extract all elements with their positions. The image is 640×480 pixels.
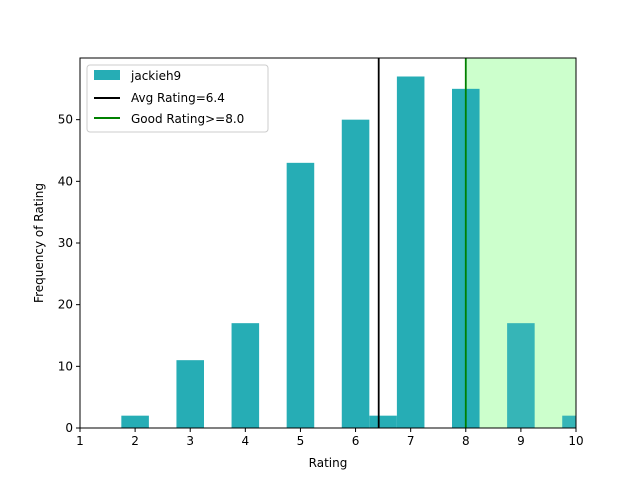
y-tick-label: 0 (65, 421, 73, 435)
legend-box (86, 64, 269, 133)
y-tick-label: 30 (58, 236, 73, 250)
x-tick-label: 6 (352, 434, 360, 448)
x-tick-label: 9 (517, 434, 525, 448)
bar-rating-10 (562, 415, 576, 428)
bar-rating-4 (231, 323, 260, 428)
y-tick-label: 40 (58, 174, 73, 188)
bar-rating-2 (121, 415, 149, 428)
x-tick-label: 10 (568, 434, 583, 448)
reference-lines-group (377, 58, 467, 428)
bar-rating-6-5 (369, 415, 397, 428)
y-tick-label: 10 (58, 359, 73, 373)
bar-rating-6 (341, 119, 370, 429)
legend: jackieh9 Avg Rating=6.4 Good Rating>=8.0 (86, 64, 269, 133)
y-tick-label: 20 (58, 298, 73, 312)
y-axis-ticks: 0 10 20 30 40 50 (58, 113, 80, 435)
x-tick-label: 1 (76, 434, 84, 448)
x-tick-label: 5 (297, 434, 305, 448)
legend-label-avg-rating: Avg Rating=6.4 (131, 91, 225, 105)
x-tick-label: 4 (242, 434, 250, 448)
bar-rating-5 (286, 162, 315, 429)
x-tick-label: 2 (131, 434, 139, 448)
y-axis-label: Frequency of Rating (32, 183, 46, 303)
bar-rating-3 (176, 360, 204, 428)
x-tick-label: 3 (186, 434, 194, 448)
x-tick-label: 8 (462, 434, 470, 448)
legend-label-good-rating: Good Rating>=8.0 (131, 112, 244, 126)
y-tick-label: 50 (58, 113, 73, 127)
x-tick-label: 7 (407, 434, 415, 448)
bar-rating-9 (507, 323, 535, 428)
legend-label-jackieh9: jackieh9 (130, 69, 181, 83)
bar-rating-7 (396, 76, 425, 428)
x-axis-label: Rating (309, 456, 348, 470)
x-axis-ticks: 1 2 3 4 5 6 7 8 9 10 (76, 428, 584, 448)
legend-swatch-jackieh9 (94, 70, 120, 80)
